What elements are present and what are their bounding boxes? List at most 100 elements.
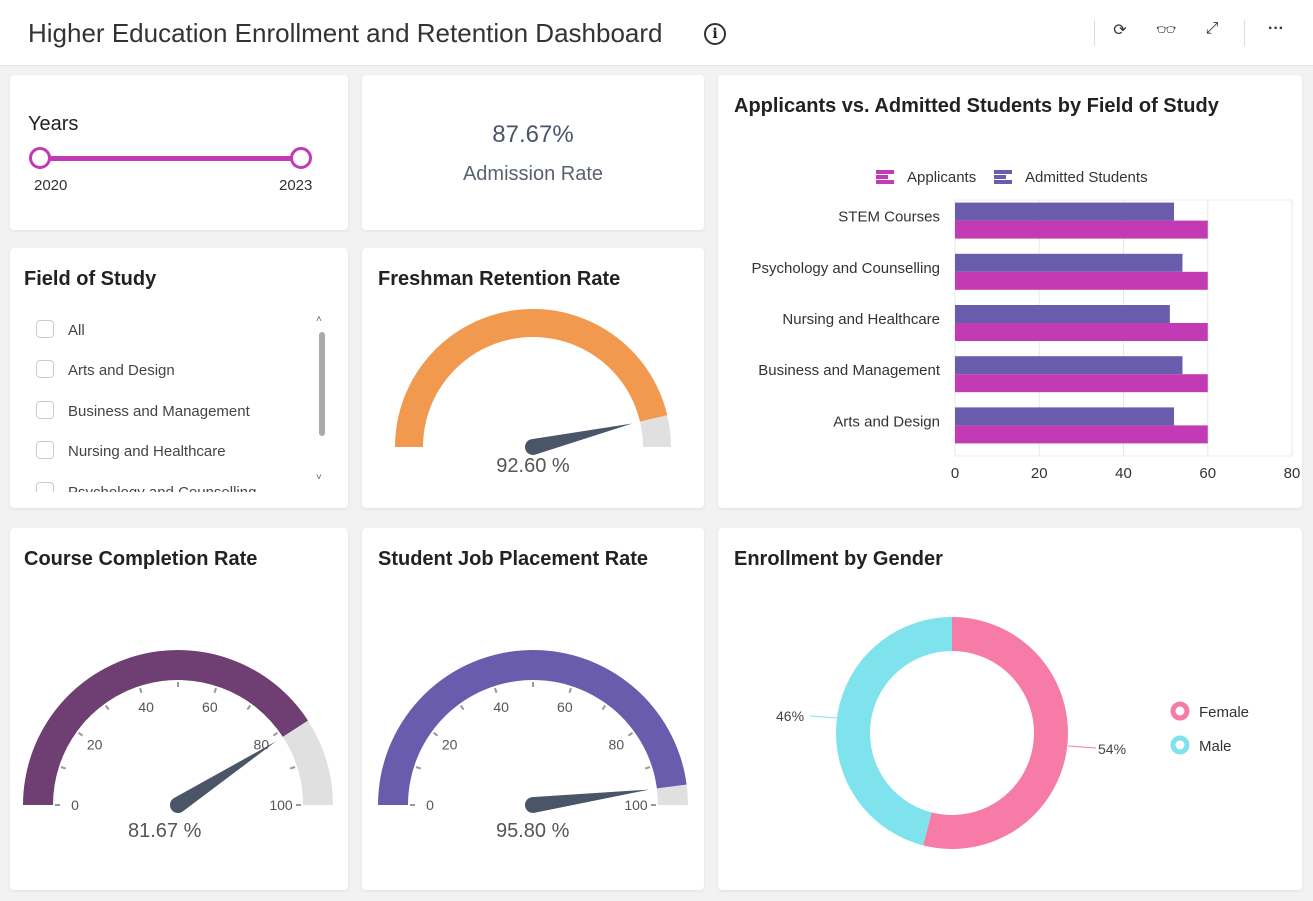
gauge-tick: [494, 687, 498, 694]
legend-admitted-icon: [994, 175, 1006, 179]
year-from: 2020: [34, 177, 68, 194]
scrollbar[interactable]: [319, 332, 325, 436]
field-of-study-card: Field of Study All Arts and Design Busin…: [10, 248, 348, 508]
applicants-chart-card: Applicants vs. Admitted Students by Fiel…: [718, 75, 1302, 508]
gauge-tick: [289, 766, 296, 770]
category-label: Arts and Design: [833, 413, 940, 430]
legend-admitted-icon: [994, 170, 1012, 174]
legend-applicants[interactable]: Applicants: [907, 169, 976, 186]
female-label-line: [1067, 745, 1097, 749]
checkbox[interactable]: [36, 401, 54, 419]
category-label: Business and Management: [758, 362, 941, 379]
list-item-label: Nursing and Healthcare: [68, 443, 226, 460]
enrollment-gender-title: Enrollment by Gender: [734, 548, 943, 570]
gauge-tick: [644, 766, 651, 770]
refresh-icon[interactable]: ⟳: [1113, 22, 1127, 39]
gauge-value-arc: [395, 308, 668, 447]
gauge-tick: [415, 766, 422, 770]
legend-male-icon: [1170, 735, 1190, 755]
list-item-label: All: [68, 322, 85, 339]
admission-rate-label: Admission Rate: [462, 163, 604, 185]
checkbox[interactable]: [36, 482, 54, 492]
gauge-tick: [139, 687, 143, 694]
bar-applicants[interactable]: [955, 220, 1208, 239]
category-label: STEM Courses: [838, 209, 940, 226]
divider: [1094, 20, 1095, 46]
bar-applicants[interactable]: [955, 374, 1208, 393]
scroll-down-icon[interactable]: ˅: [316, 472, 322, 483]
field-of-study-title: Field of Study: [24, 268, 157, 290]
x-tick-label: 80: [1284, 465, 1301, 482]
freshman-gauge: [395, 308, 671, 455]
gender-donut-chart: Female Male 54% 46%: [776, 617, 1249, 849]
legend-applicants-icon: [876, 175, 888, 179]
gauge-tick: [246, 704, 252, 711]
divider: [1244, 20, 1245, 46]
course-completion-value: 81.67 %: [128, 820, 202, 842]
checkbox[interactable]: [36, 320, 54, 338]
legend-admitted[interactable]: Admitted Students: [1025, 169, 1148, 186]
more-icon[interactable]: ···: [1268, 20, 1284, 37]
job-placement-value: 95.80 %: [496, 820, 570, 842]
page-title: Higher Education Enrollment and Retentio…: [28, 18, 663, 48]
bar-admitted[interactable]: [955, 253, 1183, 272]
gauge-tick-label: 100: [624, 797, 648, 813]
bar-applicants[interactable]: [955, 323, 1208, 341]
gauge-tick: [60, 766, 67, 770]
category-label: Nursing and Healthcare: [782, 311, 940, 328]
x-tick-label: 60: [1199, 465, 1216, 482]
gauge-tick-label: 60: [557, 699, 573, 715]
category-label: Psychology and Counselling: [752, 260, 940, 277]
donut-slice-female[interactable]: [923, 617, 1068, 849]
gauge-tick-label: 0: [426, 797, 434, 813]
applicants-bar-chart: Applicants Admitted Students 0 20 40 60 80 ST…: [752, 169, 1301, 482]
gauge-tick: [568, 687, 572, 694]
legend-admitted-icon: [994, 180, 1012, 184]
glasses-icon[interactable]: 👓︎: [1155, 22, 1177, 39]
gauge-tick-label: 20: [87, 736, 103, 752]
legend-male[interactable]: Male: [1199, 738, 1232, 755]
years-title: Years: [28, 113, 79, 135]
bar-admitted[interactable]: [955, 356, 1183, 375]
gauge-needle: [524, 789, 649, 814]
gauge-tick: [77, 731, 84, 737]
enrollment-gender-card: Enrollment by Gender Female Male 54% 46%: [718, 528, 1302, 890]
bar-applicants[interactable]: [955, 425, 1208, 444]
gauge-tick-label: 0: [71, 797, 79, 813]
legend-applicants-icon: [876, 170, 894, 174]
gauge-tick-label: 60: [202, 699, 218, 715]
gauge-remaining-arc: [640, 415, 671, 447]
bar-admitted[interactable]: [955, 407, 1175, 426]
donut-slice-male[interactable]: [835, 617, 952, 846]
course-completion-title: Course Completion Rate: [24, 548, 258, 570]
gauge-tick: [459, 704, 465, 711]
gauge-tick-label: 80: [609, 736, 625, 752]
info-icon[interactable]: i: [704, 23, 726, 45]
gauge-tick-label: 20: [442, 736, 458, 752]
years-slider-track[interactable]: [40, 156, 302, 161]
slider-handle-start[interactable]: [29, 147, 51, 169]
checkbox[interactable]: [36, 441, 54, 459]
male-data-label: 46%: [776, 708, 804, 724]
slider-handle-end[interactable]: [290, 147, 312, 169]
header: Higher Education Enrollment and Retentio…: [0, 0, 1313, 66]
gauge-value-arc: [378, 650, 687, 805]
gauge-needle: [169, 741, 277, 814]
course-completion-card: Course Completion Rate 0 20 40 60 80 100 81.6…: [10, 528, 348, 890]
applicants-chart-title: Applicants vs. Admitted Students by Fiel…: [734, 95, 1219, 117]
legend-applicants-icon: [876, 180, 894, 184]
legend-female[interactable]: Female: [1199, 704, 1249, 721]
bar-admitted[interactable]: [955, 305, 1170, 323]
bar-admitted[interactable]: [955, 202, 1175, 221]
checkbox[interactable]: [36, 360, 54, 378]
gauge-remaining-arc: [656, 784, 688, 805]
freshman-retention-title: Freshman Retention Rate: [378, 268, 621, 290]
female-data-label: 54%: [1098, 741, 1126, 757]
male-label-line: [809, 715, 839, 719]
scroll-up-icon[interactable]: ˄: [316, 314, 322, 325]
gauge-tick: [104, 704, 110, 711]
gauge-tick-label: 100: [269, 797, 293, 813]
expand-icon[interactable]: ⤢: [1205, 20, 1219, 37]
bar-applicants[interactable]: [955, 271, 1208, 290]
